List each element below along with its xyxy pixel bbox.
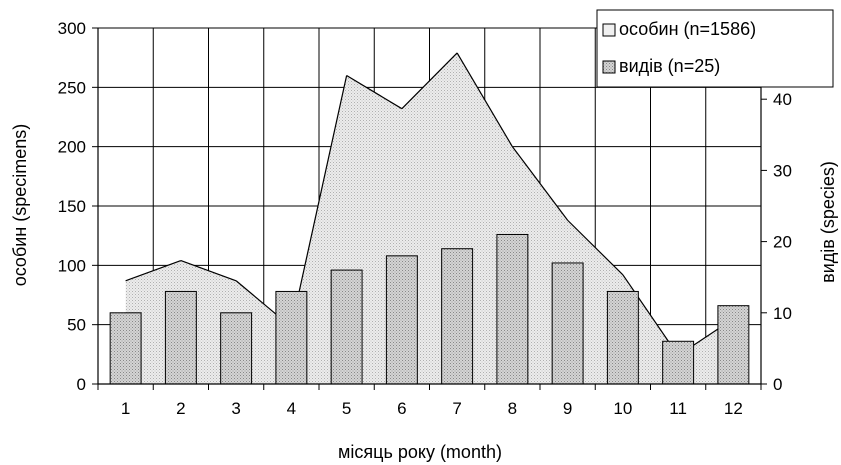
y-tick-label-left: 0 (77, 375, 86, 394)
y-tick-label-left: 50 (67, 316, 86, 335)
bar (109, 312, 142, 385)
bar (717, 305, 750, 385)
y-axis-title-right: видів (species) (818, 161, 838, 283)
x-tick-label: 7 (452, 399, 461, 418)
bar (496, 233, 529, 385)
y-tick-label-right: 0 (773, 375, 782, 394)
area-line-segment (511, 146, 569, 221)
bar (275, 290, 308, 385)
area-line-segment (401, 52, 458, 110)
x-tick-label: 3 (231, 399, 240, 418)
y-tick-label-right: 40 (773, 90, 792, 109)
bar (662, 340, 695, 385)
x-tick-label: 8 (508, 399, 517, 418)
bar (551, 262, 584, 385)
legend: особин (n=1586) видів (n=25) (596, 9, 834, 88)
bar (330, 269, 363, 385)
y-tick-label-left: 250 (58, 78, 86, 97)
y-tick-label-right: 30 (773, 161, 792, 180)
legend-swatch-bar (602, 60, 616, 74)
legend-swatch-area (602, 23, 616, 37)
x-tick-label: 9 (563, 399, 572, 418)
bar (441, 248, 474, 385)
legend-label-bar: видів (n=25) (619, 56, 720, 76)
x-tick-label: 11 (669, 399, 687, 418)
x-tick-label: 2 (176, 399, 185, 418)
y-tick-label-right: 20 (773, 233, 792, 252)
area-fill (125, 52, 734, 385)
area-line-segment (456, 52, 513, 147)
x-tick-label: 6 (397, 399, 406, 418)
x-tick-label: 12 (724, 399, 743, 418)
area-line-segment (346, 74, 403, 110)
y-tick-label-left: 100 (58, 256, 86, 275)
bar (164, 290, 197, 385)
y-axis-title-left: особин (specimens) (10, 124, 30, 287)
area-line-segment (125, 260, 182, 282)
y-tick-label-left: 150 (58, 197, 86, 216)
x-tick-label: 4 (287, 399, 296, 418)
x-axis-title: місяць року (month) (338, 442, 502, 462)
bar (385, 255, 418, 385)
legend-label-area: особин (n=1586) (619, 19, 756, 39)
legend-box (596, 9, 834, 88)
x-tick-label: 5 (342, 399, 351, 418)
x-tick-label: 1 (121, 399, 130, 418)
tick-labels: 1 2 3 4 5 6 7 8 9 10 11 120501001502002503000102030… (58, 19, 792, 418)
area-line-segment (567, 219, 624, 276)
area-line-segment (180, 260, 237, 282)
y-tick-label-left: 300 (58, 19, 86, 38)
bar (606, 290, 639, 385)
bar (220, 312, 253, 385)
x-tick-label: 10 (613, 399, 632, 418)
area-line-segment (290, 75, 348, 328)
area-series-layer (125, 52, 734, 385)
y-tick-label-left: 200 (58, 138, 86, 157)
y-tick-label-right: 10 (773, 304, 792, 323)
